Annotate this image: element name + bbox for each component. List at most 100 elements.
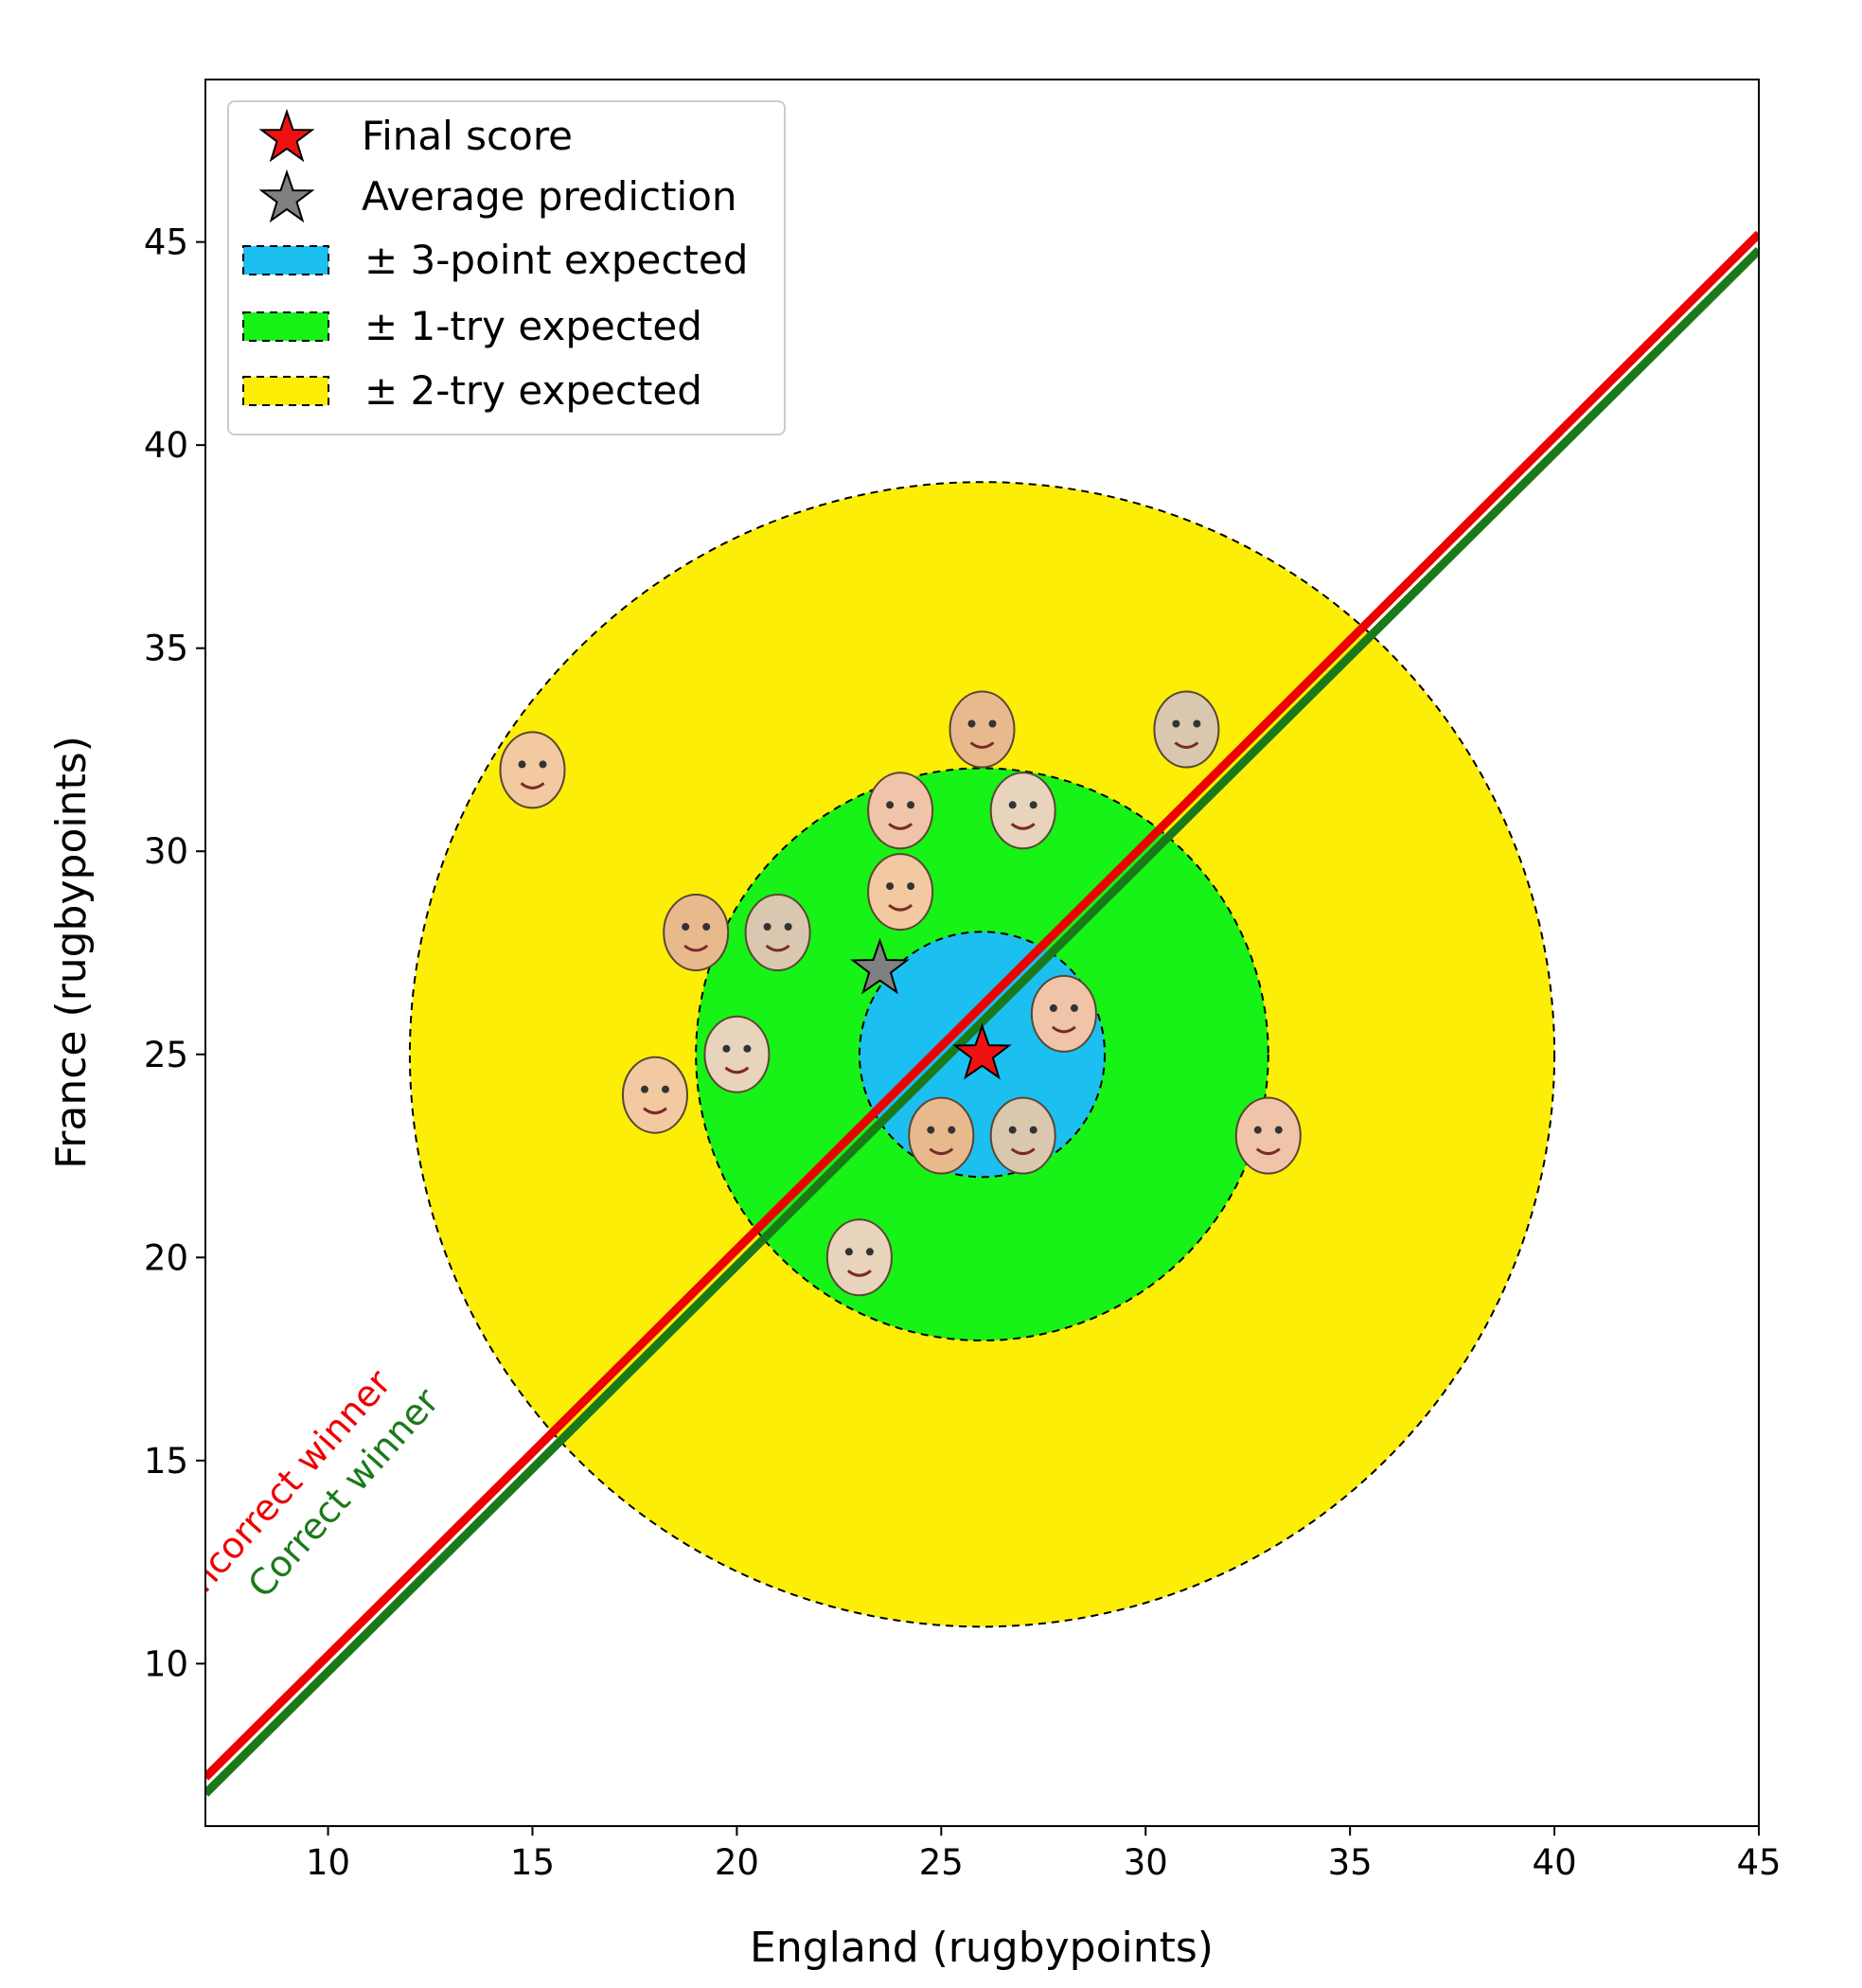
y-tick-label: 25 <box>144 1035 188 1075</box>
eye <box>743 1044 752 1053</box>
mouth <box>765 944 790 952</box>
elephant-ears-face-icon <box>867 772 934 850</box>
eye <box>1070 1003 1078 1012</box>
y-tick-label: 35 <box>144 629 188 669</box>
prediction-face <box>663 894 730 971</box>
dinosaur-face-icon <box>825 1218 893 1297</box>
eye <box>1253 1126 1262 1134</box>
sheep-face-icon <box>663 894 730 971</box>
eye <box>844 1248 853 1256</box>
eye <box>641 1085 648 1093</box>
mouth <box>846 1269 872 1277</box>
mouth <box>888 823 913 830</box>
prediction-face <box>825 1218 893 1297</box>
legend-swatch <box>242 245 329 275</box>
eye <box>865 1248 874 1256</box>
y-tick-label: 10 <box>144 1643 188 1684</box>
eye <box>1029 1126 1037 1134</box>
x-tick-label: 35 <box>1328 1842 1373 1883</box>
prediction-face <box>499 731 566 809</box>
legend-label: ± 3-point expected <box>364 237 748 283</box>
eye <box>518 760 526 769</box>
mouth <box>1255 1147 1281 1156</box>
legend: Final score Average prediction ± 3-point e… <box>227 100 786 435</box>
prediction-face <box>989 772 1056 850</box>
correct-winner-line <box>205 247 1759 1797</box>
eye <box>763 923 771 931</box>
legend-label: Final score <box>362 113 573 159</box>
eye <box>927 1126 935 1134</box>
chatgpt-logo-icon <box>622 1056 688 1134</box>
eye <box>1274 1126 1283 1134</box>
person-with-dog-icon <box>949 690 1016 769</box>
incorrect-winner-line <box>205 230 1759 1781</box>
legend-label: Average prediction <box>362 173 737 220</box>
eye <box>886 882 895 891</box>
y-tick-label: 20 <box>144 1237 188 1278</box>
prediction-face <box>908 1096 975 1175</box>
eye <box>1172 719 1180 728</box>
final-score-marker <box>952 1022 1012 1080</box>
legend-box <box>227 100 786 435</box>
eye <box>967 719 976 728</box>
eye <box>1008 801 1017 809</box>
mouth <box>969 741 995 749</box>
legend-swatch <box>242 311 329 342</box>
eye <box>907 882 915 891</box>
x-tick-label: 30 <box>1124 1842 1168 1883</box>
x-axis-label: England (rugbypoints) <box>750 1924 1214 1972</box>
rugby-ball-2024-icon <box>1153 690 1220 769</box>
mouth <box>888 903 913 912</box>
legend-star-marker <box>258 108 315 163</box>
legend-label: ± 1-try expected <box>364 303 702 349</box>
mouth <box>1010 1147 1036 1156</box>
x-tick-label: 25 <box>919 1842 964 1883</box>
microwave-face-icon <box>908 1096 975 1175</box>
prediction-face <box>1030 974 1097 1053</box>
y-tick-label: 15 <box>144 1441 188 1482</box>
eye <box>722 1044 731 1053</box>
mouth <box>1010 823 1036 830</box>
mouth <box>683 944 709 952</box>
eye <box>784 923 792 931</box>
baby-face-icon <box>867 853 934 932</box>
potato-head-face-icon <box>1030 974 1097 1053</box>
fire-extinguisher-icon <box>499 731 566 809</box>
eye <box>1193 719 1201 728</box>
y-tick-label: 30 <box>144 831 188 872</box>
x-tick-label: 10 <box>306 1842 350 1883</box>
fridge-face-icon <box>703 1015 771 1093</box>
eye <box>1008 1126 1017 1134</box>
eye <box>1029 801 1037 809</box>
axis-ticks: 10 15 20 25 30 35 40 45 10 15 20 25 30 35 40 45 <box>144 222 1782 1883</box>
mouth <box>1051 1025 1076 1034</box>
eye <box>988 719 997 728</box>
truck-face-icon <box>1234 1096 1302 1175</box>
eye <box>1049 1003 1057 1012</box>
eye <box>886 801 895 809</box>
eye <box>907 801 915 809</box>
mouth <box>1174 741 1199 749</box>
mouth <box>929 1147 954 1156</box>
y-tick-label: 40 <box>144 425 188 466</box>
prediction-face <box>703 1015 771 1093</box>
mouth <box>643 1107 667 1115</box>
eye <box>662 1085 669 1093</box>
prediction-face <box>867 853 934 932</box>
bearded-man-face-icon <box>744 894 811 971</box>
average-prediction-marker <box>850 937 910 995</box>
eye <box>682 923 690 931</box>
mouth <box>724 1066 750 1074</box>
y-axis-label: France (rugbypoints) <box>47 736 96 1169</box>
eye <box>539 760 547 769</box>
plot-frame <box>204 79 1760 1827</box>
prediction-face <box>949 690 1016 769</box>
x-tick-label: 20 <box>715 1842 759 1883</box>
eye <box>702 923 711 931</box>
x-tick-label: 40 <box>1533 1842 1577 1883</box>
guinness-pint-face-icon <box>989 1096 1056 1175</box>
x-tick-label: 45 <box>1736 1842 1781 1883</box>
prediction-face <box>867 772 934 850</box>
